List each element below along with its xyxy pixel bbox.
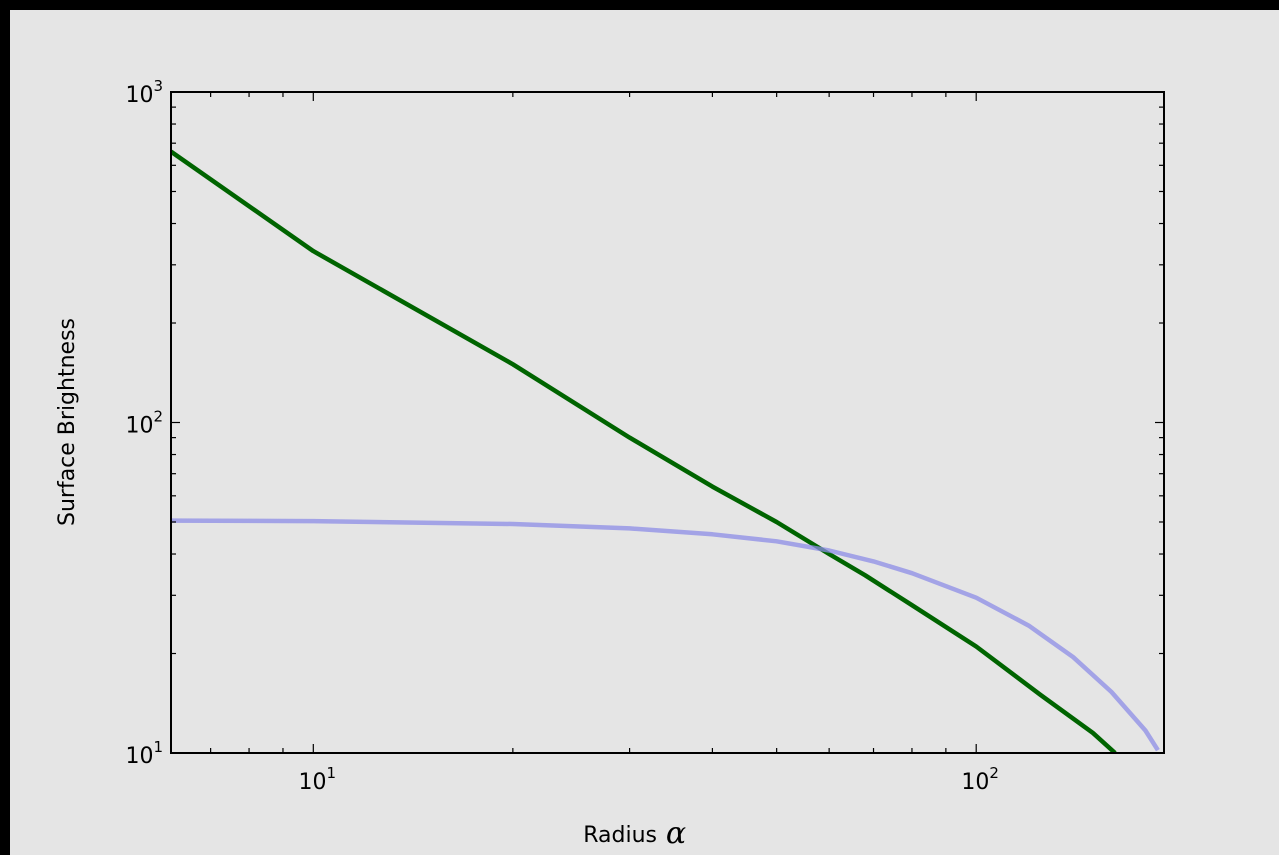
- series-line-2: [171, 518, 1160, 752]
- series-line-1: [171, 149, 1117, 753]
- y-axis-label: Surface Brightness: [55, 318, 80, 526]
- y-tick-label: 102: [125, 408, 163, 439]
- y-tick-label: 101: [125, 738, 163, 769]
- x-tick-label: 101: [299, 764, 337, 795]
- x-axis-label: Radius: [583, 823, 657, 848]
- plot-frame: [170, 91, 1165, 754]
- x-axis-alpha-label: α: [666, 816, 686, 851]
- y-tick-label: 103: [125, 77, 163, 108]
- x-tick-label: 102: [961, 764, 999, 795]
- figure-canvas: 101 102 101 102 103 Radius α Surface Brightn…: [10, 10, 1279, 855]
- surface-brightness-chart: 101 102 101 102 103 Radius α Surface Brightn…: [55, 77, 1165, 851]
